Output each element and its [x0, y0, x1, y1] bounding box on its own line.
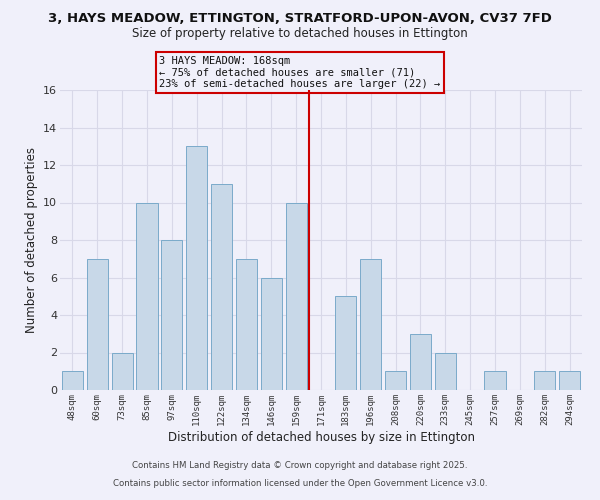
Bar: [335, 296, 356, 390]
Bar: [161, 240, 182, 390]
Text: Contains HM Land Registry data © Crown copyright and database right 2025.: Contains HM Land Registry data © Crown c…: [132, 461, 468, 470]
Bar: [534, 371, 555, 390]
Bar: [236, 259, 257, 390]
X-axis label: Distribution of detached houses by size in Ettington: Distribution of detached houses by size …: [167, 430, 475, 444]
Bar: [62, 371, 83, 390]
Bar: [211, 184, 232, 390]
Bar: [186, 146, 207, 390]
Bar: [410, 334, 431, 390]
Bar: [559, 371, 580, 390]
Text: 3, HAYS MEADOW, ETTINGTON, STRATFORD-UPON-AVON, CV37 7FD: 3, HAYS MEADOW, ETTINGTON, STRATFORD-UPO…: [48, 12, 552, 26]
Text: 3 HAYS MEADOW: 168sqm
← 75% of detached houses are smaller (71)
23% of semi-deta: 3 HAYS MEADOW: 168sqm ← 75% of detached …: [160, 56, 440, 89]
Bar: [385, 371, 406, 390]
Bar: [435, 352, 456, 390]
Bar: [261, 278, 282, 390]
Bar: [112, 352, 133, 390]
Bar: [136, 202, 158, 390]
Text: Contains public sector information licensed under the Open Government Licence v3: Contains public sector information licen…: [113, 478, 487, 488]
Text: Size of property relative to detached houses in Ettington: Size of property relative to detached ho…: [132, 28, 468, 40]
Bar: [484, 371, 506, 390]
Y-axis label: Number of detached properties: Number of detached properties: [25, 147, 38, 333]
Bar: [87, 259, 108, 390]
Bar: [286, 202, 307, 390]
Bar: [360, 259, 381, 390]
